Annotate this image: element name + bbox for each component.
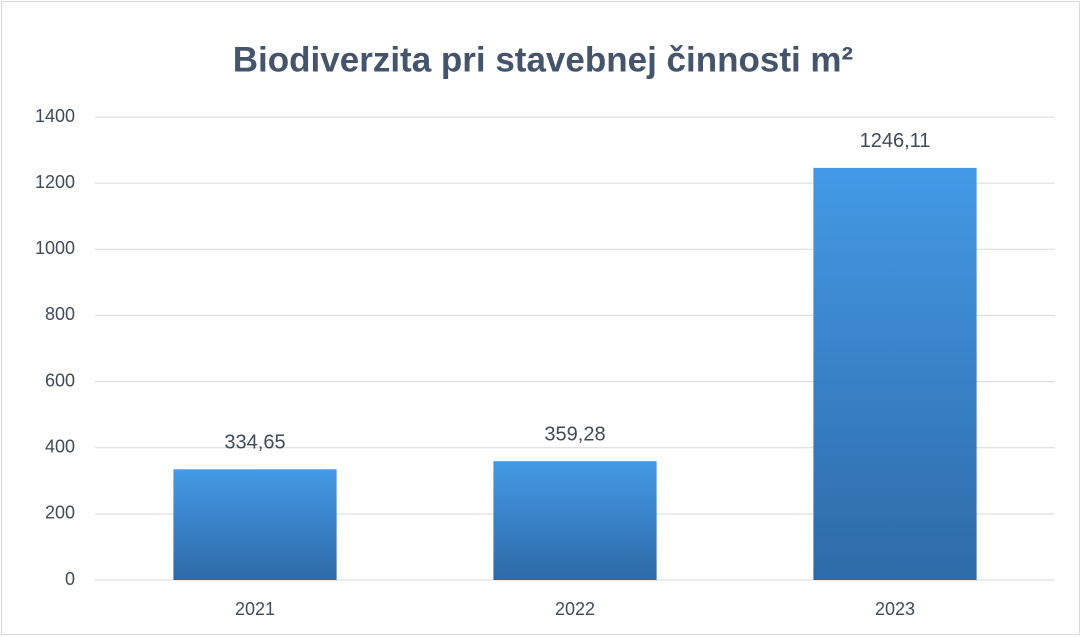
value-label: 359,28	[544, 423, 605, 445]
y-tick-label: 1200	[35, 172, 75, 192]
bar	[173, 469, 337, 580]
y-tick-label: 200	[45, 503, 75, 523]
bar	[493, 461, 657, 580]
value-label: 334,65	[224, 432, 285, 454]
bar	[813, 167, 977, 580]
chart-title: Biodiverzita pri stavebnej činnosti m²	[233, 40, 853, 79]
y-tick-label: 800	[45, 304, 75, 324]
y-tick-label: 1400	[35, 106, 75, 126]
y-tick-label: 400	[45, 436, 75, 456]
x-tick-label: 2021	[235, 599, 275, 619]
x-tick-label: 2022	[555, 599, 595, 619]
y-tick-label: 600	[45, 370, 75, 390]
y-tick-label: 0	[65, 569, 75, 589]
x-tick-label: 2023	[875, 599, 915, 619]
y-tick-label: 1000	[35, 238, 75, 258]
value-label: 1246,11	[860, 130, 931, 152]
